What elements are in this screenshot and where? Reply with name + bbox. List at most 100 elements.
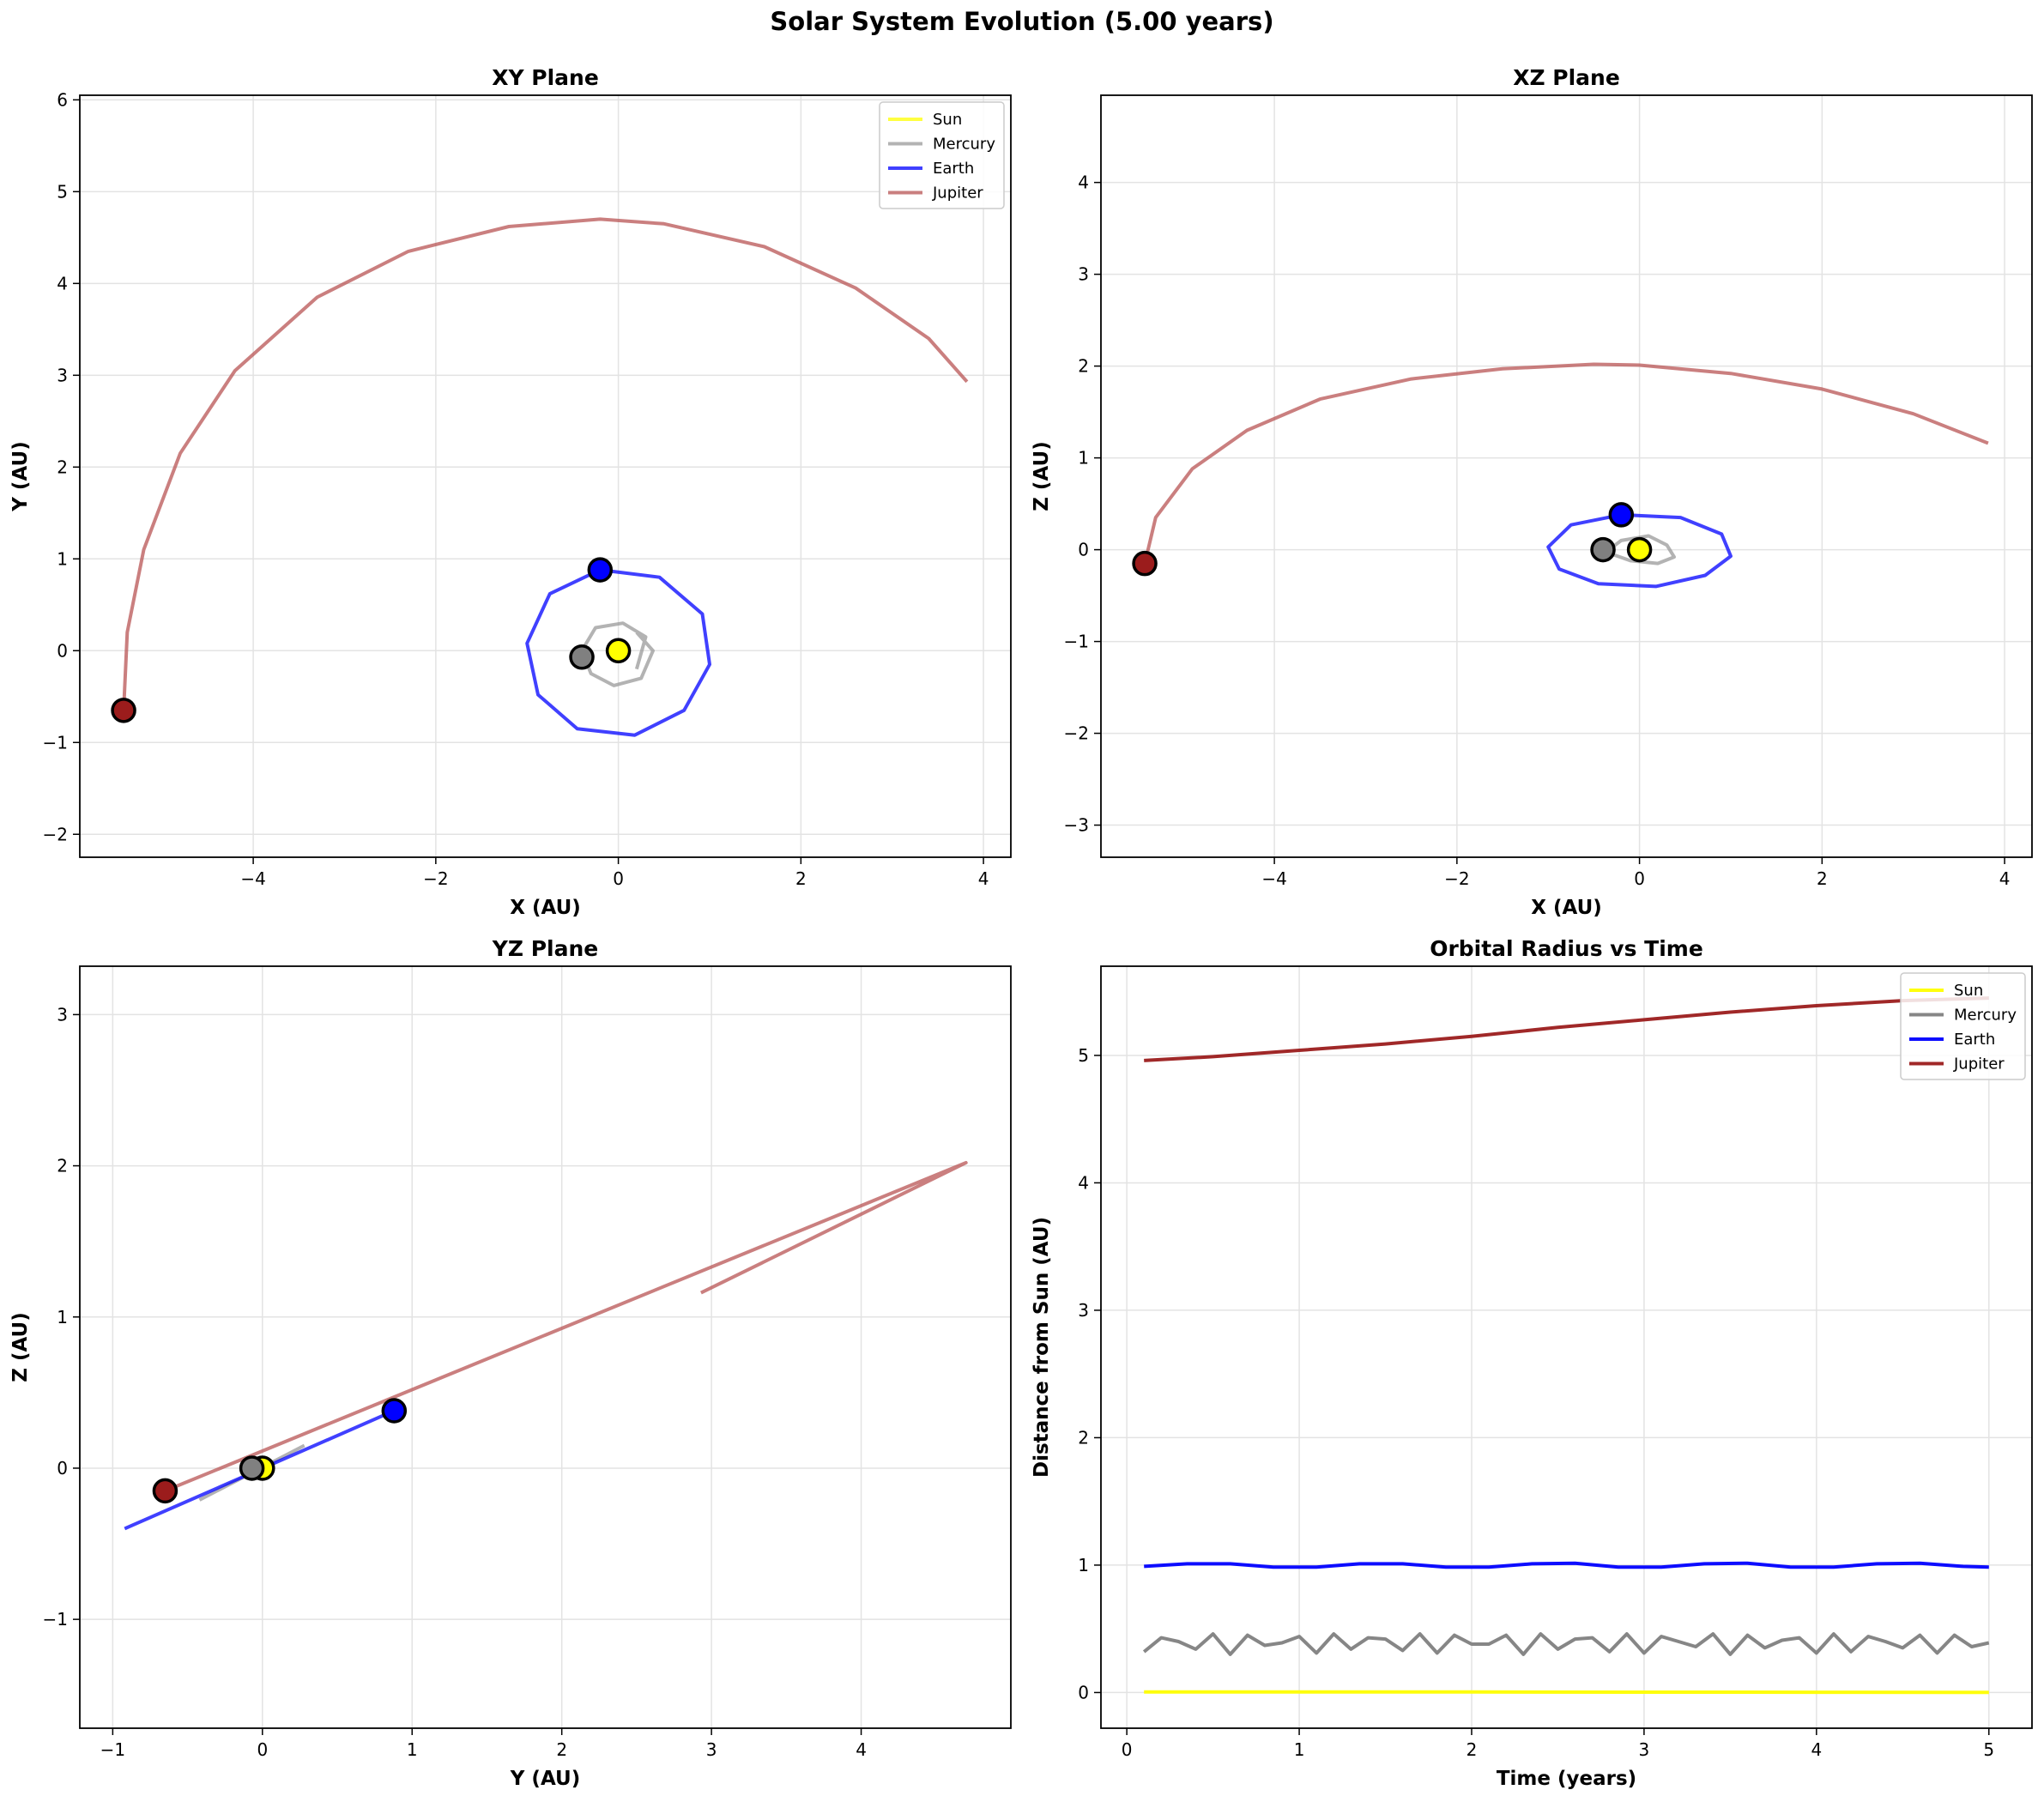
position-marker-mercury	[239, 1455, 265, 1481]
y-tick-label: 1	[1078, 1555, 1089, 1575]
position-marker-mercury	[569, 644, 595, 670]
legend-label-mercury: Mercury	[1954, 1007, 2017, 1025]
y-tick-label: 6	[57, 89, 68, 110]
y-tick-label: −2	[1064, 723, 1089, 744]
series-line-mercury	[1601, 534, 1676, 565]
axes-frame	[1100, 965, 2033, 1729]
y-tick-label: 0	[57, 1458, 68, 1479]
y-tick-label: −3	[1064, 815, 1089, 836]
y-tick-label: 2	[57, 457, 68, 477]
position-marker-jupiter	[111, 698, 136, 723]
legend-label-jupiter: Jupiter	[1953, 1055, 2005, 1073]
series-line-jupiter	[164, 1161, 968, 1493]
series-line-jupiter	[122, 217, 969, 711]
legend-label-jupiter: Jupiter	[932, 184, 983, 203]
x-tick-label: 4	[1811, 1739, 1822, 1760]
legend-label-earth: Earth	[1954, 1031, 1995, 1049]
x-tick-label: 4	[1999, 868, 2011, 889]
legend-label-mercury: Mercury	[933, 136, 995, 154]
legend: Sun Mercury Earth Jupiter	[1900, 972, 2026, 1080]
panel-title: XZ Plane	[1513, 65, 1620, 90]
x-tick-label: 4	[856, 1739, 867, 1760]
y-tick-label: 3	[57, 1004, 68, 1025]
legend-box	[879, 101, 1005, 209]
position-marker-earth	[587, 557, 614, 583]
x-tick-label: 0	[613, 868, 624, 889]
position-marker-earth	[1608, 502, 1635, 528]
y-tick-label: 2	[1078, 1427, 1089, 1448]
series-line-jupiter	[1143, 362, 1989, 565]
x-tick-label: −4	[1261, 868, 1286, 889]
x-axis-label: X (AU)	[1531, 897, 1602, 919]
x-axis-label: Time (years)	[1497, 1768, 1636, 1790]
axes-frame	[1100, 94, 2033, 858]
y-tick-label: 1	[57, 548, 68, 569]
x-tick-label: 2	[1466, 1739, 1478, 1760]
y-tick-label: 1	[1078, 448, 1089, 469]
series-line-earth	[1144, 1561, 1989, 1569]
x-axis-label: X (AU)	[510, 897, 581, 919]
legend-label-sun: Sun	[933, 111, 962, 129]
y-axis-label: Z (AU)	[1031, 441, 1053, 511]
panel-radius: 0 1 2 3 4 5 0 1 2 3 4 5 Orbital Radius vs Time Time (…	[1031, 936, 2033, 1790]
panel-title: YZ Plane	[492, 936, 598, 961]
series-line-earth	[525, 568, 711, 737]
position-marker-sun	[1626, 536, 1653, 563]
y-tick-label: 4	[1078, 1172, 1089, 1193]
plot-area	[1142, 996, 1990, 1695]
y-axis-label: Distance from Sun (AU)	[1031, 1217, 1053, 1478]
y-tick-label: 5	[1078, 1045, 1089, 1066]
position-marker-jupiter	[152, 1478, 178, 1504]
x-tick-label: 1	[1294, 1739, 1305, 1760]
y-tick-label: 0	[1078, 540, 1089, 560]
panel-title: XY Plane	[492, 65, 599, 90]
legend: Sun Mercury Earth Jupiter	[879, 101, 1005, 209]
x-tick-label: 5	[1983, 1739, 1994, 1760]
y-tick-label: 4	[1078, 172, 1089, 193]
y-tick-label: 1	[57, 1307, 68, 1327]
plot-area	[111, 217, 969, 737]
figure-title: Solar System Evolution (5.00 years)	[770, 7, 1274, 36]
plot-area	[1132, 362, 1989, 589]
x-tick-label: 3	[1639, 1739, 1650, 1760]
x-tick-label: −2	[1444, 868, 1469, 889]
y-tick-label: 3	[1078, 1300, 1089, 1321]
y-axis-label: Y (AU)	[9, 441, 32, 511]
x-tick-label: −2	[423, 868, 448, 889]
position-marker-earth	[381, 1398, 408, 1424]
y-tick-label: 2	[1078, 356, 1089, 377]
legend-label-earth: Earth	[933, 160, 974, 178]
position-marker-sun	[605, 638, 632, 664]
panel-title: Orbital Radius vs Time	[1430, 936, 1703, 961]
legend-box	[1900, 972, 2026, 1080]
series-line-sun	[1144, 1690, 1989, 1695]
x-tick-label: −4	[240, 868, 265, 889]
axes-frame	[79, 94, 1012, 858]
x-tick-label: 0	[1634, 868, 1645, 889]
x-tick-label: 2	[556, 1739, 567, 1760]
panel-yz: −1 0 1 2 3 4 −1 0 1 2 3 YZ Plane Y (AU) Z (AU)	[9, 936, 1012, 1790]
plot-area	[124, 1161, 968, 1531]
x-axis-label: Y (AU)	[510, 1768, 580, 1790]
y-tick-label: −1	[43, 1609, 68, 1630]
y-tick-label: 2	[57, 1156, 68, 1176]
panel-xz: −4 −2 0 2 4 −3 −2 −1 0 1 2 3 4 XZ Plane X (AU) Z (AU)	[1031, 65, 2033, 919]
x-tick-label: 0	[1122, 1739, 1133, 1760]
y-axis-label: Z (AU)	[9, 1312, 32, 1382]
panel-xy: −4 −2 0 2 4 −2 −1 0 1 2 3 4 5 6 XY Plane X (AU) Y (AU) Su…	[9, 65, 1012, 919]
y-tick-label: 3	[57, 365, 68, 385]
x-tick-label: 4	[978, 868, 989, 889]
position-marker-jupiter	[1132, 550, 1158, 577]
y-tick-label: −1	[43, 732, 68, 753]
series-line-earth	[1546, 512, 1733, 589]
y-tick-label: −1	[1064, 632, 1089, 652]
series-line-mercury	[1142, 1632, 1990, 1656]
x-tick-label: 2	[1817, 868, 1828, 889]
axes-frame	[79, 965, 1012, 1729]
y-tick-label: 3	[1078, 264, 1089, 285]
x-tick-label: 3	[706, 1739, 717, 1760]
y-tick-label: 4	[57, 273, 68, 293]
x-tick-label: −1	[100, 1739, 125, 1760]
x-tick-label: 2	[795, 868, 807, 889]
